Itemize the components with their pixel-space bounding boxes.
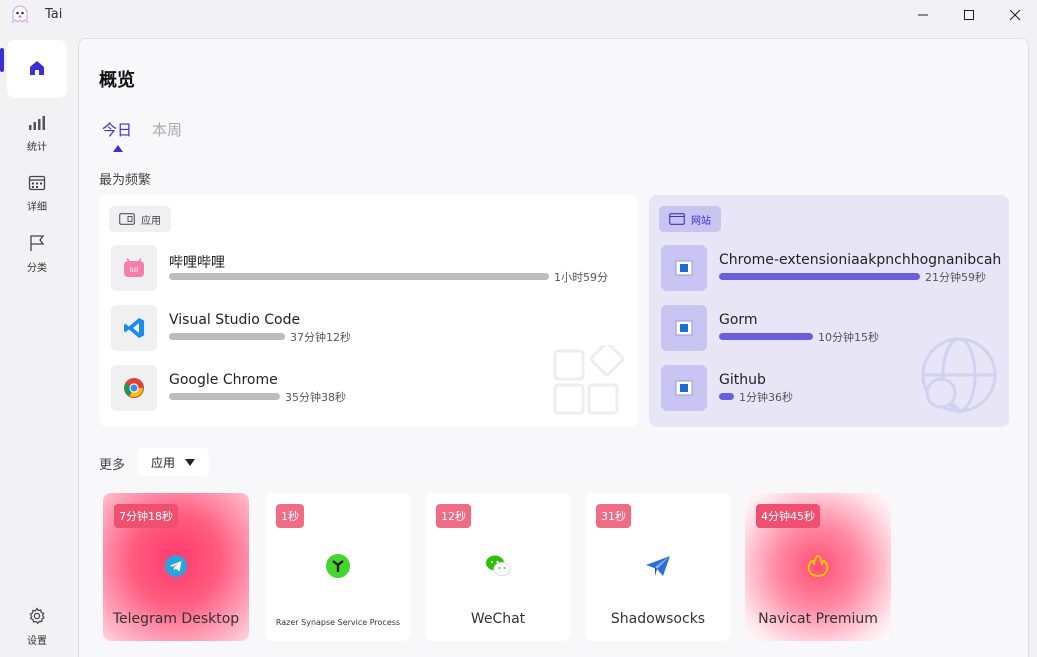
- usage-bar: [719, 273, 920, 280]
- list-item[interactable]: Visual Studio Code 37分钟12秒: [111, 305, 631, 351]
- sidebar-item-category[interactable]: 分类: [7, 225, 67, 283]
- usage-time: 21分钟59秒: [925, 271, 986, 284]
- app-name: 哔哩哔哩: [169, 255, 225, 271]
- time-badge: 12秒: [436, 504, 471, 528]
- calendar-icon: [28, 175, 46, 194]
- dropdown-arrow-icon: [185, 459, 195, 466]
- sidebar-item-label: 统计: [27, 142, 47, 153]
- maximize-button[interactable]: [946, 0, 992, 30]
- usage-bar: [719, 393, 734, 400]
- svg-text:bili: bili: [130, 267, 139, 274]
- list-item[interactable]: Chrome-extensioniaakpnchhognanibcahlp 21…: [661, 245, 1001, 291]
- browser-window-icon: [669, 213, 685, 225]
- app-name: Razer Synapse Service Process: [275, 618, 401, 627]
- sidebar-item-settings[interactable]: 设置: [7, 598, 67, 656]
- list-item[interactable]: bili 哔哩哔哩 1小时59分: [111, 245, 631, 291]
- sidebar-item-label: 设置: [27, 636, 47, 647]
- gear-icon: [28, 607, 46, 628]
- website-icon: [661, 245, 707, 291]
- sidebar-item-label: 详细: [27, 202, 47, 213]
- page-title: 概览: [99, 70, 135, 91]
- website-icon: [661, 365, 707, 411]
- app-name: Google Chrome: [169, 372, 278, 388]
- tab-today[interactable]: 今日: [102, 121, 133, 139]
- select-value: 应用: [151, 455, 176, 470]
- usage-bar: [169, 273, 549, 280]
- usage-time: 1分钟36秒: [739, 391, 793, 404]
- tab-active-caret-icon: [113, 145, 123, 152]
- list-item[interactable]: Github 1分钟36秒: [661, 365, 1001, 411]
- tab-week[interactable]: 本周: [152, 121, 183, 139]
- vscode-icon: [111, 305, 157, 351]
- app-name: Telegram Desktop: [112, 611, 240, 627]
- usage-time: 1小时59分: [554, 271, 608, 284]
- active-indicator: [0, 48, 4, 72]
- app-tile[interactable]: 7分钟18秒 Telegram Desktop: [103, 493, 249, 641]
- app-tile[interactable]: 12秒 WeChat: [425, 493, 571, 641]
- frequent-label: 最为频繁: [99, 173, 152, 188]
- razer-icon: [325, 553, 351, 579]
- title-bar: Tai: [0, 0, 1037, 30]
- list-item[interactable]: Gorm 10分钟15秒: [661, 305, 1001, 351]
- website-name: Github: [719, 372, 766, 388]
- app-window-icon: [119, 213, 135, 225]
- telegram-icon: [163, 553, 189, 579]
- top-apps-card: 应用 bili 哔哩哔哩 1小时59分 Visual Studio Code 3…: [99, 195, 638, 427]
- app-tile[interactable]: 1秒 Razer Synapse Service Process: [265, 493, 411, 641]
- website-name: Chrome-extensioniaakpnchhognanibcahlp: [719, 252, 1001, 268]
- top-websites-card: 网站 Chrome-extensioniaakpnchhognanibcahlp…: [649, 195, 1009, 427]
- sidebar-item-label: 分类: [27, 263, 47, 274]
- more-label: 更多: [99, 458, 126, 473]
- app-name: Visual Studio Code: [169, 312, 301, 328]
- bilibili-icon: bili: [111, 245, 157, 291]
- sidebar-item-home[interactable]: [7, 40, 67, 98]
- paper-plane-icon: [645, 553, 671, 579]
- main-panel: 概览 今日 本周 最为频繁 应用 bili 哔哩哔哩 1小时59分 Visual…: [78, 38, 1029, 657]
- apps-chip: 应用: [109, 206, 171, 232]
- signal-bars-icon: [28, 115, 46, 134]
- sidebar-item-detail[interactable]: 详细: [7, 165, 67, 223]
- app-name: Navicat Premium: [758, 611, 878, 627]
- globe-search-watermark-icon: [921, 337, 997, 415]
- sidebar-item-stats[interactable]: 统计: [7, 105, 67, 163]
- list-item[interactable]: Google Chrome 35分钟38秒: [111, 365, 631, 411]
- websites-chip: 网站: [659, 206, 721, 232]
- app-tile[interactable]: 31秒 Shadowsocks: [585, 493, 731, 641]
- usage-time: 37分钟12秒: [290, 331, 351, 344]
- app-name: Shadowsocks: [610, 611, 706, 627]
- time-badge: 4分钟45秒: [756, 504, 820, 528]
- wechat-icon: [485, 553, 511, 579]
- flag-icon: [28, 234, 46, 255]
- usage-bar: [719, 333, 813, 340]
- window-title: Tai: [45, 7, 63, 22]
- usage-time: 10分钟15秒: [818, 331, 879, 344]
- ghost-logo-icon: [10, 5, 30, 25]
- navicat-icon: [805, 553, 831, 579]
- app-name: WeChat: [470, 611, 526, 627]
- home-icon: [28, 59, 46, 80]
- apps-watermark-icon: [553, 345, 625, 415]
- usage-bar: [169, 393, 280, 400]
- time-badge: 7分钟18秒: [114, 504, 178, 528]
- chrome-icon: [111, 365, 157, 411]
- usage-bar: [169, 333, 285, 340]
- time-badge: 1秒: [276, 504, 304, 528]
- usage-time: 35分钟38秒: [285, 391, 346, 404]
- chip-label: 网站: [691, 215, 711, 227]
- more-type-select[interactable]: 应用: [137, 448, 209, 476]
- website-name: Gorm: [719, 312, 758, 328]
- minimize-button[interactable]: [900, 0, 946, 30]
- chip-label: 应用: [141, 215, 161, 227]
- app-tile[interactable]: 4分钟45秒 Navicat Premium: [745, 493, 891, 641]
- sidebar: 统计 详细 分类 设置: [0, 30, 75, 657]
- website-icon: [661, 305, 707, 351]
- close-button[interactable]: [992, 0, 1037, 30]
- time-badge: 31秒: [596, 504, 631, 528]
